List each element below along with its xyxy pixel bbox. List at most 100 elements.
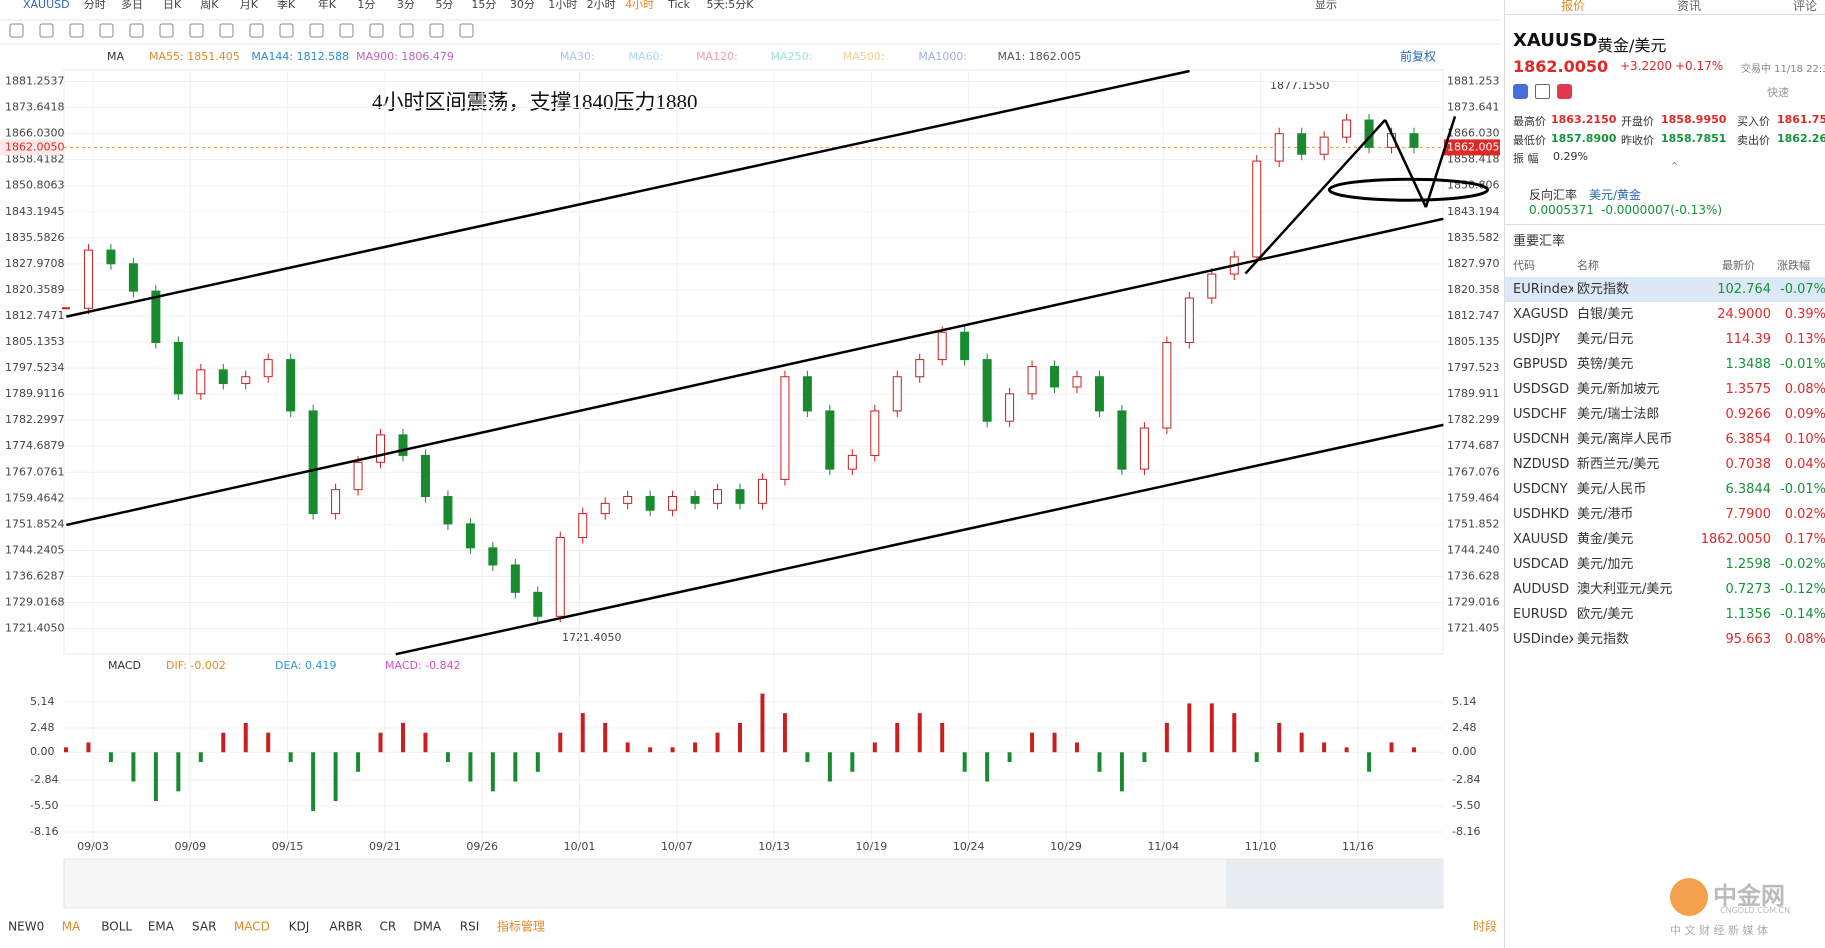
icon[interactable] bbox=[1557, 84, 1572, 99]
table-row[interactable]: XAGUSD 白银/美元 24.9000 0.39% bbox=[1505, 302, 1825, 327]
tool-icon[interactable] bbox=[39, 23, 54, 38]
period-button[interactable]: Tick bbox=[667, 0, 690, 11]
indicator-tab[interactable]: DMA bbox=[413, 920, 442, 934]
period-button[interactable]: 年K bbox=[318, 0, 337, 11]
tool-icon[interactable] bbox=[369, 23, 384, 38]
indicator-tab[interactable]: EMA bbox=[148, 920, 175, 934]
indicator-manage[interactable]: 指标管理 bbox=[497, 919, 545, 934]
table-row[interactable]: NZDUSD 新西兰元/美元 0.7038 0.04% bbox=[1505, 452, 1825, 477]
period-button[interactable]: 2小时 bbox=[587, 0, 616, 11]
tool-icon[interactable] bbox=[249, 23, 264, 38]
last: 0.7273 bbox=[1725, 582, 1772, 597]
toolbar-symbol[interactable]: XAUUSD bbox=[23, 0, 70, 11]
macd-bar bbox=[872, 742, 877, 753]
period-button[interactable]: 1小时 bbox=[548, 0, 577, 11]
tool-icon[interactable] bbox=[9, 23, 24, 38]
y-tick-label: 1827.9708 bbox=[5, 257, 65, 270]
icon[interactable] bbox=[1535, 84, 1550, 99]
period-button[interactable]: 月K bbox=[240, 0, 259, 11]
stat-label: 卖出价 bbox=[1737, 134, 1770, 147]
change: +3.2200 bbox=[1620, 59, 1673, 73]
y-tick-label: 1827.9708 bbox=[1447, 257, 1500, 270]
current-label: 1862.0050 bbox=[5, 140, 65, 153]
period-button[interactable]: 季K bbox=[277, 0, 296, 11]
table-row[interactable]: EURindex 欧元指数 102.764 -0.07% bbox=[1505, 277, 1825, 302]
table-row[interactable]: USDCNH 美元/离岸人民币 6.3854 0.10% bbox=[1505, 427, 1825, 452]
table-row[interactable]: USDJPY 美元/日元 114.39 0.13% bbox=[1505, 327, 1825, 352]
period-button[interactable]: 周K bbox=[200, 0, 219, 11]
candle bbox=[308, 410, 318, 515]
alert-button[interactable]: 快速 bbox=[1767, 86, 1789, 99]
indicator-tab[interactable]: RSI bbox=[460, 920, 480, 934]
table-row[interactable]: USDCNY 美元/人民币 6.3844 -0.01% bbox=[1505, 477, 1825, 502]
indicator-tab[interactable]: MACD bbox=[234, 920, 270, 934]
x-tick-label: 11/16 bbox=[1342, 840, 1374, 853]
tool-icon[interactable] bbox=[399, 23, 414, 38]
indicator-tab[interactable]: SAR bbox=[192, 920, 216, 934]
period-button[interactable]: 分时 bbox=[84, 0, 106, 11]
period-button[interactable]: 时段 bbox=[1473, 919, 1497, 934]
table-row[interactable]: GBPUSD 英镑/美元 1.3488 -0.01% bbox=[1505, 352, 1825, 377]
code: XAGUSD bbox=[1513, 307, 1569, 322]
period-button[interactable]: 30分 bbox=[510, 0, 535, 11]
macd-bar bbox=[760, 693, 765, 753]
column-header: 涨跌幅 bbox=[1777, 259, 1810, 272]
indicator-tab[interactable]: NEW0 bbox=[8, 920, 44, 934]
display-button[interactable]: 显示 bbox=[1315, 0, 1337, 11]
period-button[interactable]: 5天:5分K bbox=[707, 0, 755, 11]
tab[interactable]: 资讯 bbox=[1677, 0, 1702, 13]
change: 0.04% bbox=[1784, 457, 1825, 472]
tool-icon[interactable] bbox=[129, 23, 144, 38]
tab[interactable]: 报价 bbox=[1561, 0, 1586, 13]
macd-name: MACD bbox=[108, 659, 141, 672]
candle bbox=[241, 376, 251, 385]
indicator-tab[interactable]: CR bbox=[379, 920, 396, 934]
icon[interactable] bbox=[1513, 84, 1528, 99]
indicator-tab[interactable]: KDJ bbox=[289, 920, 310, 934]
table-row[interactable]: USDSGD 美元/新加坡元 1.3575 0.08% bbox=[1505, 377, 1825, 402]
period-button[interactable]: 多日 bbox=[121, 0, 143, 11]
period-button[interactable]: 1分 bbox=[357, 0, 375, 11]
table-row[interactable]: USDCAD 美元/加元 1.2598 -0.02% bbox=[1505, 552, 1825, 577]
macd-bar bbox=[445, 752, 450, 763]
name: 美元/人民币 bbox=[1577, 482, 1647, 497]
period-button[interactable]: 15分 bbox=[471, 0, 496, 11]
code: USDCNH bbox=[1513, 432, 1570, 447]
tool-icon[interactable] bbox=[69, 23, 84, 38]
table-row[interactable]: USDCHF 美元/瑞士法郎 0.9266 0.09% bbox=[1505, 402, 1825, 427]
tool-icon[interactable] bbox=[309, 23, 324, 38]
collapse[interactable]: ⌃ bbox=[1670, 160, 1680, 173]
tab[interactable]: 评论 bbox=[1793, 0, 1818, 13]
period-button[interactable]: 3分 bbox=[397, 0, 415, 11]
tool-icon[interactable] bbox=[189, 23, 204, 38]
code: USDCNY bbox=[1513, 482, 1568, 497]
table-row[interactable]: USDHKD 美元/港币 7.7900 0.02% bbox=[1505, 502, 1825, 527]
indicator-tab[interactable]: BOLL bbox=[101, 920, 132, 934]
tool-icon[interactable] bbox=[339, 23, 354, 38]
table-row[interactable]: USDindex 美元指数 95.663 0.08% bbox=[1505, 627, 1825, 652]
macd-bar bbox=[1187, 703, 1192, 753]
adjust[interactable]: 前复权 bbox=[1400, 49, 1436, 64]
tool-icon[interactable] bbox=[279, 23, 294, 38]
trend-line bbox=[1244, 119, 1387, 275]
indicator-tab[interactable]: ARBR bbox=[329, 920, 362, 934]
tool-icon[interactable] bbox=[459, 23, 474, 38]
macd-bar bbox=[423, 732, 428, 753]
table-row[interactable]: EURUSD 欧元/美元 1.1356 -0.14% bbox=[1505, 602, 1825, 627]
current-label: 1862.0050 bbox=[1447, 140, 1500, 153]
period-button[interactable]: 4小时 bbox=[625, 0, 654, 11]
tool-icon[interactable] bbox=[159, 23, 174, 38]
table-row[interactable]: AUDUSD 澳大利亚元/美元 0.7273 -0.12% bbox=[1505, 577, 1825, 602]
tool-icon[interactable] bbox=[429, 23, 444, 38]
candle bbox=[1072, 376, 1082, 388]
candle bbox=[668, 496, 678, 511]
stat-label: 买入价 bbox=[1737, 115, 1770, 128]
tool-icon[interactable] bbox=[99, 23, 114, 38]
period-button[interactable]: 5分 bbox=[435, 0, 453, 11]
y-tick-label: 1721.4050 bbox=[5, 622, 65, 635]
period-button[interactable]: 日K bbox=[163, 0, 182, 11]
navigator-window[interactable] bbox=[1226, 859, 1443, 908]
table-row[interactable]: XAUUSD 黄金/美元 1862.0050 0.17% bbox=[1505, 527, 1825, 552]
tool-icon[interactable] bbox=[219, 23, 234, 38]
indicator-tab[interactable]: MA bbox=[62, 920, 81, 934]
